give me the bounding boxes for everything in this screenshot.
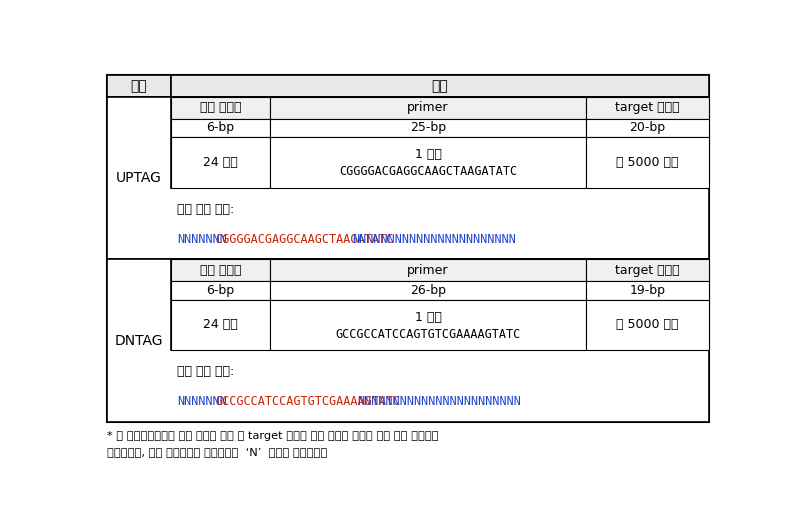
Text: 24 종류: 24 종류 [203,318,238,331]
Bar [107,75,708,422]
Text: NNNNNNN: NNNNNNN [177,396,227,408]
Bar [586,97,708,118]
Text: 샘플 구분자: 샘플 구분자 [200,264,241,277]
Bar [270,299,586,350]
Text: 포맷 예측 결과:: 포맷 예측 결과: [177,203,234,216]
Bar [171,299,270,350]
Bar [586,137,708,188]
Text: 1 종류: 1 종류 [415,148,442,161]
Text: DNTAG: DNTAG [115,333,163,348]
Bar [171,137,270,188]
Bar [171,97,270,118]
Text: 샘플 구분자: 샘플 구분자 [200,102,241,114]
Bar [586,281,708,299]
Text: NNNNNNNNNNNNNNNNNNNNNNN: NNNNNNNNNNNNNNNNNNNNNNN [352,233,516,246]
Text: 저장되지만, 해당 예제에서는 단순화하여  ‘N’  으로만 표기하였음: 저장되지만, 해당 예제에서는 단순화하여 ‘N’ 으로만 표기하였음 [107,447,327,457]
Text: * 본 알고리즘에서는 분석 결과를 샘플 및 target 서열의 가변 길이도 고려한 자료 구조 형식으로: * 본 알고리즘에서는 분석 결과를 샘플 및 target 서열의 가변 길이… [107,431,439,441]
Text: NNNNNNN: NNNNNNN [177,233,227,246]
Bar [586,299,708,350]
Text: 19-bp: 19-bp [630,284,665,297]
Text: CGGGGACGAGGCAAGCTAAGATATC: CGGGGACGAGGCAAGCTAAGATATC [215,233,393,246]
Text: 24 종류: 24 종류 [203,156,238,169]
Text: 1 종류: 1 종류 [415,311,442,323]
Text: 26-bp: 26-bp [410,284,446,297]
Bar [171,281,270,299]
Text: UPTAG: UPTAG [116,171,162,185]
Bar [270,118,586,137]
Bar [270,97,586,118]
Text: NNNNNNNNNNNNNNNNNNNNNNN: NNNNNNNNNNNNNNNNNNNNNNN [357,396,521,408]
Text: 25-bp: 25-bp [410,122,447,134]
Bar [171,259,708,350]
Bar [171,259,270,281]
Bar [171,118,270,137]
Text: CGGGGACGAGGCAAGCTAAGATATC: CGGGGACGAGGCAAGCTAAGATATC [339,165,517,178]
Bar [270,137,586,188]
Bar [107,97,708,259]
Bar [171,97,708,188]
Bar [270,259,586,281]
Text: 6-bp: 6-bp [206,284,235,297]
Text: 6-bp: 6-bp [206,122,235,134]
Bar [107,75,171,97]
Text: 종류: 종류 [131,79,147,93]
Text: target 구분자: target 구분자 [615,264,680,277]
Text: 20-bp: 20-bp [630,122,665,134]
Bar [586,118,708,137]
Text: GCCGCCATCCAGTGTCGAAAAGTATC: GCCGCCATCCAGTGTCGAAAAGTATC [335,328,521,341]
Text: 약 5000 종류: 약 5000 종류 [616,318,679,331]
Text: 약 5000 종류: 약 5000 종류 [616,156,679,169]
Text: 서열: 서열 [431,79,448,93]
Text: primer: primer [408,264,449,277]
Text: target 구분자: target 구분자 [615,102,680,114]
Bar [270,281,586,299]
Text: GCCGCCATCCAGTGTCGAAAAGTATC: GCCGCCATCCAGTGTCGAAAAGTATC [215,396,400,408]
Text: 포맷 예측 결과:: 포맷 예측 결과: [177,366,234,378]
Text: primer: primer [408,102,449,114]
Bar [107,259,708,422]
Bar [586,259,708,281]
Bar [171,75,708,97]
